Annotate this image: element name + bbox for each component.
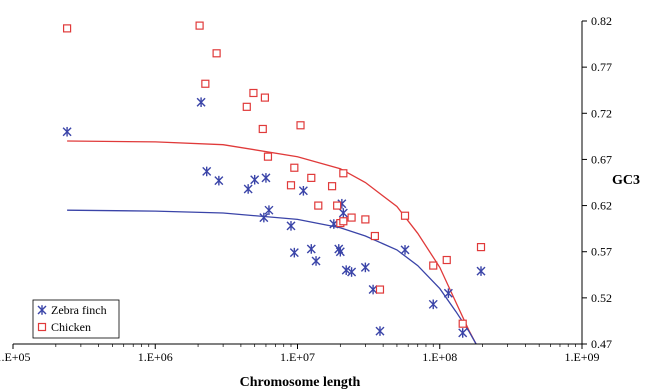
chicken-point bbox=[260, 93, 270, 102]
zebra-finch-point bbox=[202, 166, 212, 177]
legend-label-zebra-finch: Zebra finch bbox=[51, 303, 107, 317]
zebra-finch-point bbox=[264, 205, 274, 215]
legend-label-chicken: Chicken bbox=[51, 320, 91, 334]
x-axis-title: Chromosome length bbox=[240, 375, 361, 389]
legend-box bbox=[32, 299, 120, 339]
zebra-finch-point bbox=[368, 284, 378, 295]
legend-asterisk-icon bbox=[37, 305, 47, 315]
chicken-point bbox=[258, 124, 267, 134]
zebra-finch-point bbox=[298, 186, 308, 196]
zebra-finch-point bbox=[306, 244, 316, 254]
zebra-finch-point bbox=[400, 245, 410, 255]
zebra-finch-point bbox=[443, 288, 453, 299]
chicken-point bbox=[327, 182, 337, 191]
x-tick-label: 1.E+05 bbox=[0, 350, 31, 364]
y-tick-label: 0.47 bbox=[591, 337, 612, 351]
legend-marker-chicken bbox=[37, 322, 47, 332]
chicken-point bbox=[195, 21, 204, 30]
zebra-finch-point bbox=[458, 328, 468, 338]
y-tick-label: 0.82 bbox=[591, 14, 612, 28]
zebra-finch-point bbox=[347, 267, 357, 277]
chicken-point bbox=[307, 173, 316, 182]
chicken-point bbox=[442, 255, 451, 265]
chicken-point bbox=[249, 88, 258, 98]
zebra-finch-point bbox=[286, 221, 296, 231]
x-tick-label: 1.E+06 bbox=[138, 350, 173, 364]
zebra-finch-point bbox=[476, 266, 486, 276]
x-tick-label: 1.E+08 bbox=[422, 350, 457, 364]
y-tick-label: 0.72 bbox=[591, 106, 612, 120]
chicken-point bbox=[361, 215, 370, 224]
chicken-point bbox=[62, 24, 72, 33]
trend-line-zebra-finch bbox=[67, 209, 477, 345]
chicken-point bbox=[314, 201, 323, 210]
data-points bbox=[62, 21, 486, 338]
y-ticks: 0.82 0.77 0.72 0.67 0.62 0.57 0.52 0.47 bbox=[582, 14, 612, 351]
x-tick-label: 1.E+09 bbox=[564, 350, 599, 364]
x-tick-label: 1.E+07 bbox=[280, 350, 315, 364]
chicken-point bbox=[286, 181, 296, 190]
y-tick-label: 0.67 bbox=[591, 152, 612, 166]
legend: Zebra finch Chicken bbox=[32, 299, 120, 339]
chicken-point bbox=[242, 102, 251, 111]
chicken-point bbox=[458, 319, 467, 328]
zebra-finch-point bbox=[196, 97, 206, 108]
zebra-finch-point bbox=[334, 244, 344, 254]
zebra-finch-point bbox=[375, 326, 385, 336]
zebra-finch-point bbox=[335, 246, 345, 257]
zebra-finch-point bbox=[341, 265, 351, 275]
chicken-point bbox=[339, 169, 348, 178]
legend-marker-zebra-finch bbox=[37, 305, 47, 315]
legend-square-icon bbox=[37, 322, 47, 332]
chicken-point bbox=[296, 121, 305, 130]
chicken-point bbox=[201, 79, 210, 88]
y-tick-label: 0.57 bbox=[591, 245, 612, 259]
y-axis-title: GC3 bbox=[612, 173, 640, 188]
chicken-point bbox=[370, 231, 379, 241]
chicken-point bbox=[333, 201, 342, 210]
y-tick-label: 0.62 bbox=[591, 199, 612, 213]
chicken-point bbox=[476, 243, 486, 252]
zebra-finch-point bbox=[360, 262, 370, 273]
zebra-finch-point bbox=[214, 175, 224, 186]
zebra-finch-point bbox=[62, 126, 72, 137]
y-tick-label: 0.77 bbox=[591, 60, 612, 74]
zebra-finch-point bbox=[261, 173, 271, 183]
y-tick-label: 0.52 bbox=[591, 291, 612, 305]
chicken-point bbox=[347, 213, 356, 222]
zebra-finch-point bbox=[311, 256, 321, 266]
zebra-finch-point bbox=[243, 184, 253, 194]
x-ticks: 1.E+05 1.E+06 1.E+07 1.E+08 1.E+09 bbox=[0, 344, 600, 364]
chicken-point bbox=[375, 285, 385, 294]
zebra-finch-point bbox=[289, 247, 299, 258]
chicken-point bbox=[400, 211, 410, 220]
trend-line-chicken bbox=[67, 140, 477, 345]
zebra-finch-point bbox=[338, 208, 348, 218]
chicken-point bbox=[429, 261, 438, 270]
zebra-finch-point bbox=[250, 174, 260, 185]
zebra-finch-point bbox=[428, 299, 438, 310]
trend-lines bbox=[67, 140, 477, 345]
chicken-point bbox=[212, 49, 221, 58]
chicken-point bbox=[339, 217, 348, 226]
zebra-finch-point bbox=[259, 212, 269, 223]
chicken-point bbox=[290, 163, 299, 172]
chicken-point bbox=[263, 152, 273, 161]
